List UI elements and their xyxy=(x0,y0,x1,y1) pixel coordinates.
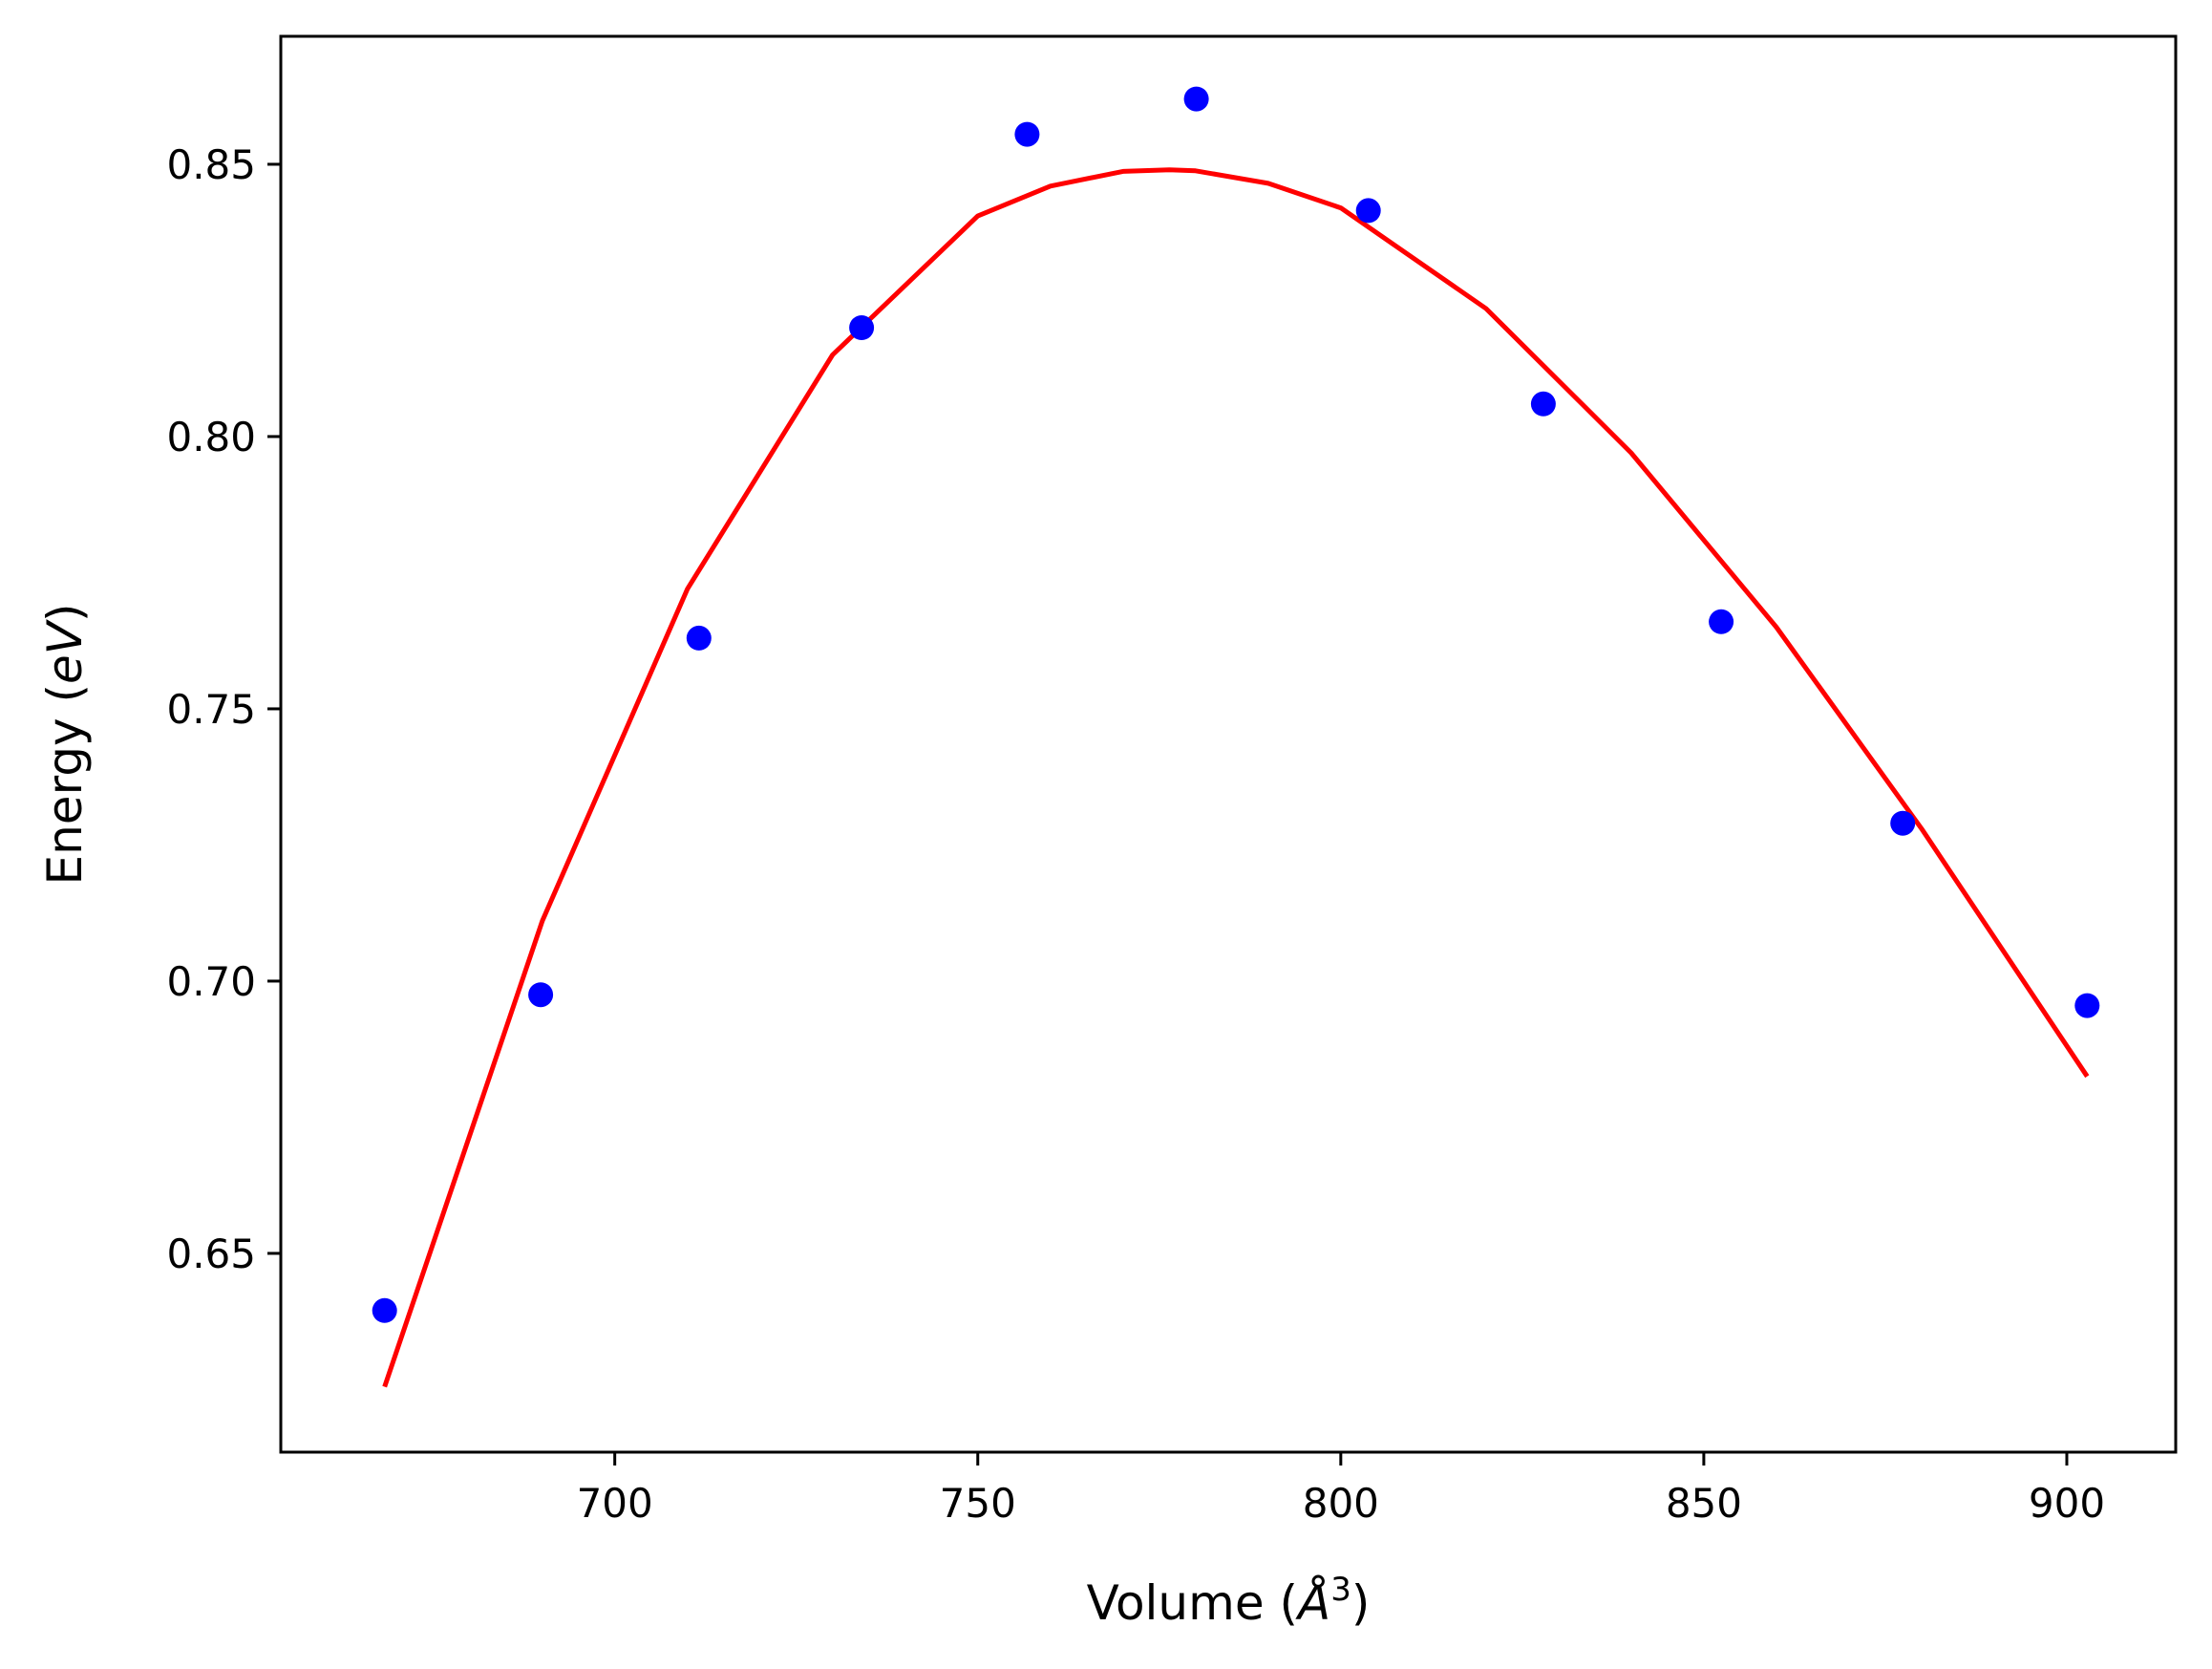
y-tick-label: 0.80 xyxy=(166,414,256,460)
data-point xyxy=(528,982,554,1008)
y-tick-label: 0.65 xyxy=(166,1230,256,1277)
x-tick-label: 750 xyxy=(940,1480,1016,1527)
x-tick-label: 900 xyxy=(2029,1480,2105,1527)
y-tick-label: 0.75 xyxy=(166,686,256,733)
data-point xyxy=(1183,86,1209,112)
data-point xyxy=(1890,810,1916,836)
data-point xyxy=(1530,391,1556,417)
data-point xyxy=(849,315,875,340)
x-tick-label: 700 xyxy=(577,1480,653,1527)
data-point xyxy=(372,1297,397,1323)
fit-curve-line xyxy=(382,167,2090,1388)
y-tick-label: 0.85 xyxy=(166,141,256,188)
data-point xyxy=(1014,121,1040,147)
data-point xyxy=(686,625,712,651)
plot-marks xyxy=(372,86,2100,1388)
x-tick-label: 850 xyxy=(1666,1480,1742,1527)
x-tick-label: 800 xyxy=(1303,1480,1379,1527)
y-tick-label: 0.70 xyxy=(166,958,256,1005)
y-axis-ticks: 0.65 0.70 0.75 0.80 0.85 xyxy=(166,141,281,1277)
plot-frame xyxy=(279,34,2178,1454)
data-point xyxy=(1709,609,1734,634)
data-point xyxy=(2074,993,2100,1018)
x-axis-label: Volume (Å3) xyxy=(1087,1571,1371,1631)
y-axis-label: Energy (eV) xyxy=(37,604,93,886)
data-point xyxy=(1355,198,1381,224)
x-axis-ticks: 700 750 800 850 900 xyxy=(577,1452,2105,1527)
